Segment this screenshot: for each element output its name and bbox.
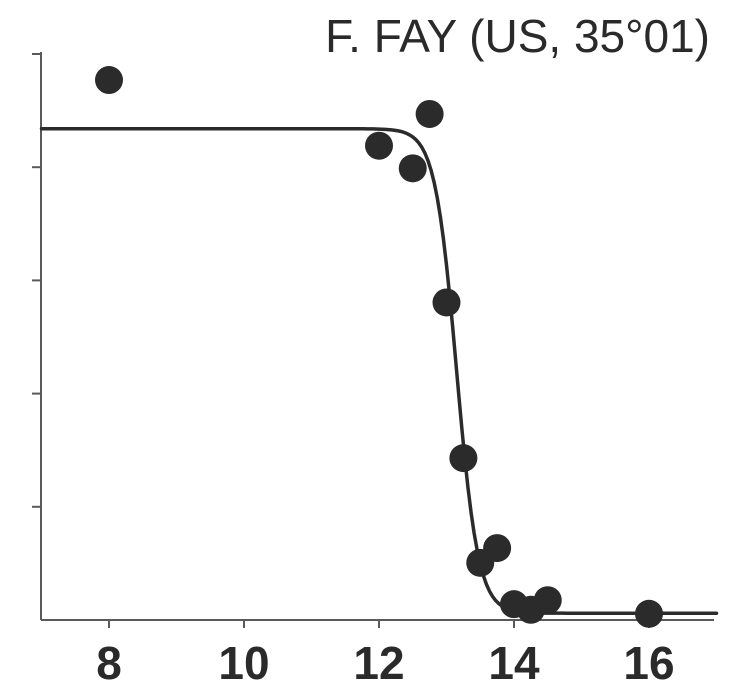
x-tick-label: 14	[488, 637, 540, 689]
x-tick-label: 16	[623, 637, 674, 689]
axes	[40, 52, 714, 621]
data-point	[533, 586, 562, 615]
chart-title: F. FAY (US, 35°01)	[325, 10, 710, 62]
data-point	[398, 154, 427, 183]
x-tick-labels: 8 10 12 14 16	[96, 637, 674, 689]
data-point	[95, 66, 123, 95]
data-point	[365, 131, 393, 160]
x-ticks	[108, 620, 650, 628]
data-point	[483, 534, 512, 563]
data-point	[635, 599, 663, 628]
x-tick-label: 10	[218, 637, 269, 689]
data-points	[95, 66, 663, 628]
x-tick-label: 8	[96, 637, 122, 689]
x-tick-label: 12	[353, 637, 404, 689]
data-point	[432, 288, 461, 317]
y-ticks	[32, 53, 41, 508]
data-point	[449, 444, 478, 473]
fit-curve	[39, 126, 719, 615]
data-point	[415, 99, 444, 128]
